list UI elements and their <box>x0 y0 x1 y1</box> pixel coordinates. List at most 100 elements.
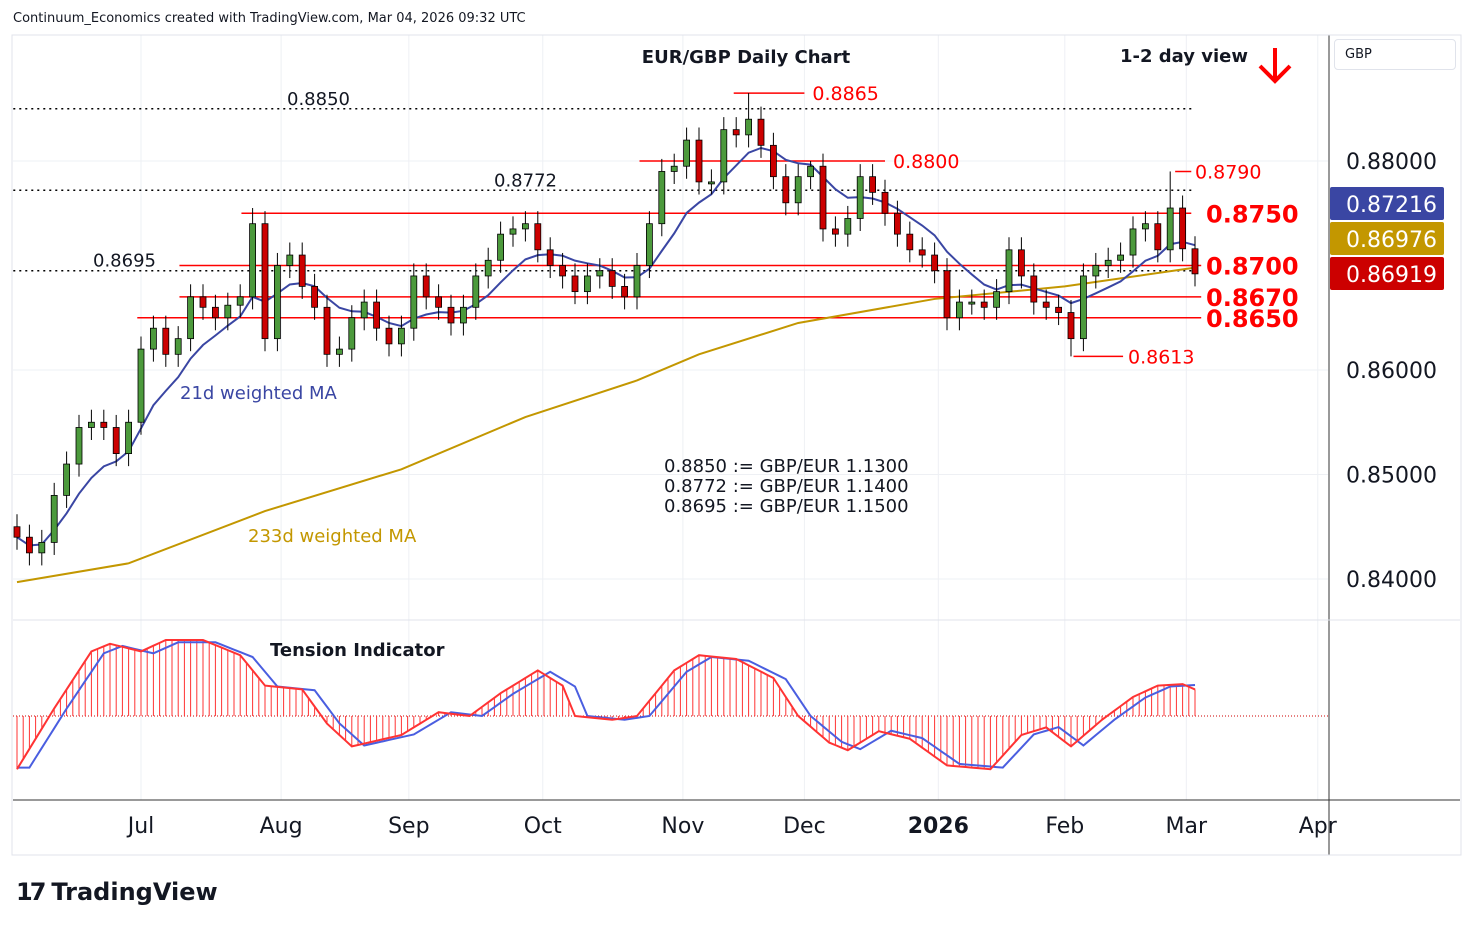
candle-body <box>881 191 889 214</box>
level-label: 0.8670 <box>1206 284 1299 312</box>
candle <box>918 237 926 268</box>
candle <box>1067 299 1075 357</box>
level-label: 0.8865 <box>812 83 878 105</box>
candle-body <box>435 296 443 308</box>
candle-body <box>137 348 145 423</box>
candle <box>497 221 505 273</box>
ma21-label: 21d weighted MA <box>180 383 337 404</box>
candle-body <box>1104 259 1112 266</box>
candle-body <box>298 254 306 287</box>
candle-body <box>509 228 517 235</box>
candle <box>1154 211 1162 263</box>
candle <box>75 414 83 477</box>
candle-body <box>1055 306 1062 313</box>
conversion-note: 0.8695 := GBP/EUR 1.1500 <box>664 496 909 517</box>
price-tag-label: 0.86919 <box>1346 263 1437 288</box>
candle-body <box>968 301 976 305</box>
candle-body <box>658 171 666 225</box>
candle <box>286 242 294 279</box>
candle-body <box>187 296 195 340</box>
candle-body <box>522 223 529 230</box>
candle-body <box>162 327 170 355</box>
candle <box>1166 171 1174 263</box>
candle-body <box>112 427 120 455</box>
candle-body <box>633 265 641 298</box>
candle <box>149 315 157 362</box>
candle-body <box>50 494 58 543</box>
candle-body <box>980 301 988 308</box>
candle-body <box>906 233 914 251</box>
candle-body <box>459 306 467 324</box>
view-label: 1-2 day view <box>1120 46 1248 67</box>
ma21-line <box>16 146 1196 547</box>
candle-body <box>894 212 901 235</box>
candle-body <box>149 327 157 350</box>
candle <box>856 164 864 232</box>
candle <box>249 208 257 310</box>
candle-body <box>918 249 926 256</box>
candle-body <box>1067 312 1075 340</box>
candle-body <box>13 526 21 538</box>
candle-body <box>1142 223 1149 230</box>
candle-body <box>484 259 492 277</box>
logo-text: TradingView <box>51 878 218 906</box>
price-tag <box>1330 222 1444 255</box>
candle-body <box>931 254 938 272</box>
chart-title: EUR/GBP Daily Chart <box>642 47 851 68</box>
candle-body <box>1166 207 1174 251</box>
candle <box>522 211 529 242</box>
candle-body <box>261 223 269 340</box>
candle-body <box>1154 223 1162 251</box>
candle-body <box>63 463 70 496</box>
price-tag <box>1330 187 1444 220</box>
candle <box>633 252 641 310</box>
candle-body <box>360 301 368 319</box>
candle <box>311 273 319 320</box>
candle <box>323 294 331 367</box>
candle-body <box>1092 265 1100 277</box>
candle-body <box>1117 254 1124 261</box>
candle-body <box>311 285 319 308</box>
candle <box>1080 263 1087 352</box>
candle <box>509 216 517 247</box>
candle <box>137 336 145 435</box>
candle <box>162 315 170 367</box>
candle-body <box>608 270 616 287</box>
candle <box>373 289 381 341</box>
candle-body <box>348 317 356 350</box>
candle <box>459 294 467 336</box>
x-tick-label: Nov <box>661 814 704 839</box>
tension-line <box>16 639 1196 771</box>
candle-body <box>559 265 566 277</box>
ma233-label: 233d weighted MA <box>248 526 417 547</box>
x-tick-label: 2026 <box>908 814 969 839</box>
logo-icon: 17 <box>16 878 46 906</box>
currency-selector[interactable]: GBP <box>1334 39 1456 70</box>
y-tick-label: 0.88000 <box>1346 150 1437 175</box>
candle <box>720 117 728 195</box>
candle-body <box>571 275 579 293</box>
candle <box>397 315 405 357</box>
candle <box>112 414 120 467</box>
price-tag <box>1330 257 1444 290</box>
conversion-note: 0.8850 := GBP/EUR 1.1300 <box>664 456 909 477</box>
chart-header: Continuum_Economics created with Trading… <box>13 11 526 26</box>
candle <box>534 211 542 263</box>
x-tick-label: Mar <box>1166 814 1208 839</box>
candle-body <box>385 327 393 345</box>
level-label: 0.8772 <box>494 170 557 191</box>
candle <box>732 117 740 148</box>
candle <box>782 164 790 216</box>
candle <box>869 164 876 205</box>
candle <box>1191 236 1199 287</box>
candle-body <box>844 218 852 235</box>
candle <box>968 289 976 315</box>
candle <box>708 169 715 195</box>
candle-body <box>1129 228 1137 256</box>
tension-label: Tension Indicator <box>270 640 445 661</box>
candle <box>546 237 554 279</box>
tradingview-logo[interactable]: 17 TradingView <box>16 878 218 906</box>
candle <box>1179 195 1186 262</box>
candle <box>199 284 207 320</box>
